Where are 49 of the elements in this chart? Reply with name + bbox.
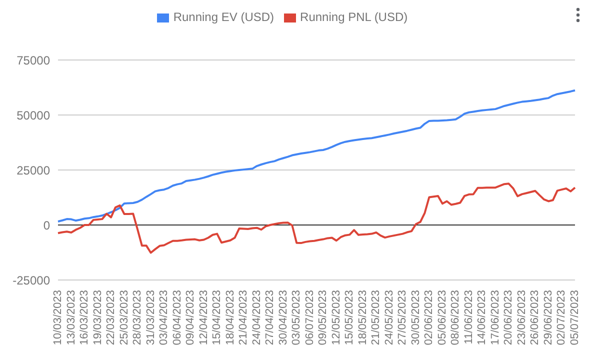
x-tick-label: 05/06/2023 — [436, 290, 448, 346]
x-tick-label: 24/04/2023 — [250, 290, 263, 346]
y-tick-label: -25000 — [12, 273, 50, 288]
x-tick-label: 12/05/2023 — [330, 290, 342, 346]
x-tick-label: 28/03/2023 — [132, 290, 144, 346]
legend-label: Running PNL (USD) — [300, 10, 408, 24]
x-tick-label: 05/07/2023 — [569, 290, 581, 346]
x-tick-label: 21/05/2023 — [370, 290, 382, 346]
x-tick-label: 24/05/2023 — [383, 290, 396, 346]
x-tick-label: 09/04/2023 — [184, 290, 197, 346]
x-tick-label: 19/03/2023 — [92, 290, 104, 346]
x-tick-label: 06/04/2023 — [171, 290, 184, 346]
line-series — [57, 89, 576, 222]
x-tick-label: 20/06/2023 — [502, 290, 515, 346]
x-tick-label: 03/05/2023 — [290, 290, 303, 346]
line-series — [57, 182, 576, 254]
x-tick-label: 08/06/2023 — [450, 290, 462, 346]
x-tick-label: 15/04/2023 — [211, 290, 224, 346]
x-tick-label: 21/04/2023 — [238, 290, 250, 346]
x-tick-label: 31/03/2023 — [144, 290, 157, 346]
x-tick-label: 23/06/2023 — [516, 290, 528, 346]
x-tick-label: 03/04/2023 — [158, 290, 170, 346]
y-tick-label: 75000 — [16, 53, 50, 68]
y-tick-label: 0 — [43, 218, 50, 232]
y-tick-label: 25000 — [16, 163, 50, 178]
x-tick-label: 13/03/2023 — [65, 290, 78, 346]
x-tick-label: 17/06/2023 — [489, 290, 502, 346]
x-tick-label: 29/06/2023 — [542, 290, 554, 346]
x-tick-label: 27/05/2023 — [396, 290, 409, 346]
x-tick-label: 30/04/2023 — [277, 290, 290, 346]
x-tick-label: 16/03/2023 — [78, 290, 91, 346]
y-tick-label: 50000 — [16, 108, 50, 122]
x-tick-label: 02/06/2023 — [423, 290, 436, 346]
x-tick-label: 14/06/2023 — [476, 290, 488, 346]
x-tick-label: 27/04/2023 — [264, 290, 276, 346]
x-tick-label: 06/07/2023 — [304, 290, 316, 346]
x-tick-label: 09/05/2023 — [317, 290, 330, 346]
legend-label: Running EV (USD) — [173, 10, 274, 24]
x-tick-label: 11/06/2023 — [462, 290, 475, 344]
x-tick-label: 26/06/2023 — [529, 290, 542, 346]
x-tick-label: 02/07/2023 — [556, 290, 568, 346]
x-tick-label: 15/05/2023 — [344, 290, 356, 346]
x-tick-label: 10/03/2023 — [52, 290, 64, 346]
x-tick-label: 18/04/2023 — [224, 290, 236, 346]
x-tick-label: 22/03/2023 — [105, 290, 118, 346]
x-tick-label: 18/05/2023 — [356, 290, 369, 346]
x-tick-label: 12/04/2023 — [198, 290, 210, 346]
x-tick-label: 25/03/2023 — [118, 290, 130, 346]
x-tick-label: 30/05/2023 — [410, 290, 422, 346]
